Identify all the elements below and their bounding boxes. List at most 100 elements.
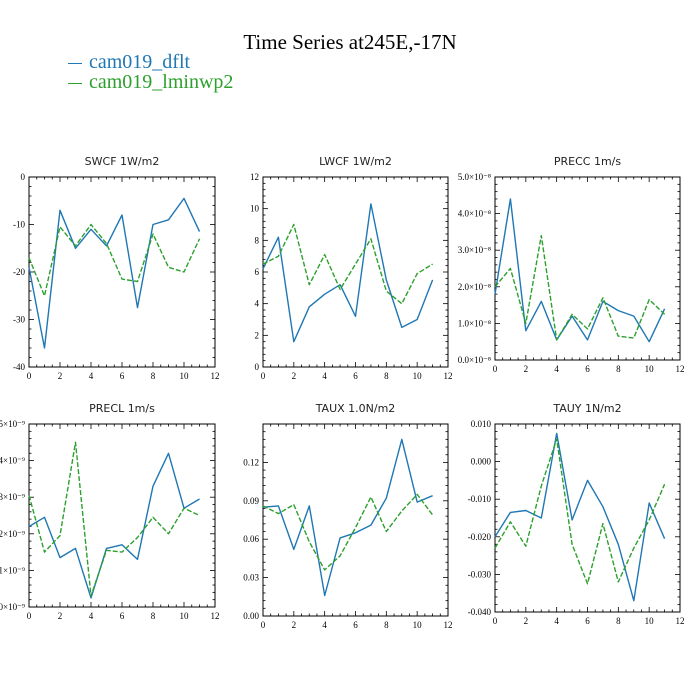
x-tick-label: 4 xyxy=(322,620,327,630)
y-tick-label: 1.0×10⁻⁸ xyxy=(458,318,491,328)
x-tick-label: 6 xyxy=(120,611,125,621)
x-tick-label: 12 xyxy=(211,371,220,381)
y-tick-label: 2 xyxy=(255,330,260,340)
y-tick-label: 0×10⁻⁹ xyxy=(0,602,25,612)
y-tick-label: 10 xyxy=(250,204,260,214)
x-tick-label: 4 xyxy=(89,611,94,621)
y-tick-label: 4 xyxy=(255,299,260,309)
y-tick-label: -0.030 xyxy=(468,569,492,579)
legend-label-dflt: cam019_dflt xyxy=(89,51,191,73)
x-tick-label: 0 xyxy=(27,611,32,621)
panel-title: PRECL 1m/s xyxy=(89,402,155,415)
x-tick-label: 2 xyxy=(292,371,297,381)
chart-panel-2: LWCF 1W/m2 0 2 4 6 8 10 12 0 2 4 6 8 10 12 xyxy=(250,155,453,381)
y-tick-label: -0.020 xyxy=(468,532,492,542)
chart-panel-3: PRECC 1m/s 0 2 4 6 8 10 12 0.0×10⁻⁸ 1.0×10⁻⁸ 2.0×1… xyxy=(458,155,685,374)
series-line-cam019_dflt xyxy=(494,432,666,602)
panel-title: SWCF 1W/m2 xyxy=(85,155,160,168)
y-tick-label: -20 xyxy=(13,267,25,277)
y-tick-label: -0.040 xyxy=(468,607,492,617)
y-tick-label: 5.0×10⁻⁸ xyxy=(458,172,491,182)
series-line-cam019_dflt xyxy=(262,203,434,343)
y-tick-label: 0.12 xyxy=(243,457,259,467)
y-tick-label: 4.0×10⁻⁸ xyxy=(458,209,491,219)
x-tick-label: 8 xyxy=(616,616,621,626)
figure-title: Time Series at245E,-17N xyxy=(243,30,457,54)
x-tick-label: 10 xyxy=(180,611,190,621)
x-tick-label: 4 xyxy=(554,364,559,374)
x-tick-label: 2 xyxy=(58,371,63,381)
series-line-cam019_dflt xyxy=(262,438,433,597)
plot-frame xyxy=(494,176,681,361)
y-tick-label: 0.00 xyxy=(243,611,259,621)
y-tick-label: 0.0×10⁻⁸ xyxy=(458,355,491,365)
x-tick-label: 0 xyxy=(493,616,498,626)
legend-item-lminwp2: cam019_lminwp2 xyxy=(68,72,233,92)
series-line-cam019_lminwp2 xyxy=(494,438,666,585)
y-tick-label: 8 xyxy=(255,235,260,245)
x-tick-label: 0 xyxy=(261,371,266,381)
x-tick-label: 10 xyxy=(180,371,190,381)
x-tick-label: 8 xyxy=(151,371,156,381)
x-tick-label: 10 xyxy=(413,371,423,381)
y-tick-label: 2.0×10⁻⁸ xyxy=(458,282,491,292)
x-tick-label: 0 xyxy=(261,620,266,630)
y-tick-label: 3×10⁻⁹ xyxy=(0,492,25,502)
y-tick-label: 0.09 xyxy=(243,496,259,506)
y-tick-label: 1×10⁻⁹ xyxy=(0,565,25,575)
y-tick-label: -10 xyxy=(13,220,25,230)
x-tick-label: 6 xyxy=(353,620,358,630)
x-tick-label: 6 xyxy=(120,371,125,381)
x-tick-label: 12 xyxy=(444,371,453,381)
y-tick-label: 12 xyxy=(250,172,259,182)
chart-panel-5: TAUX 1.0N/m2 0 2 4 6 8 10 12 0.00 0.03 0.06 0.09 0.1… xyxy=(243,402,452,630)
y-tick-label: 0.03 xyxy=(243,573,259,583)
chart-panel-1: SWCF 1W/m2 0 2 4 6 8 10 12 -40 -30 -20 -10 0 xyxy=(13,155,220,381)
y-tick-label: 4×10⁻⁹ xyxy=(0,456,25,466)
panel-title: LWCF 1W/m2 xyxy=(319,155,392,168)
plot-frame xyxy=(262,423,449,617)
y-tick-label: 0.06 xyxy=(243,534,259,544)
series-line-cam019_lminwp2 xyxy=(262,223,433,305)
legend-label-lminwp2: cam019_lminwp2 xyxy=(89,71,234,93)
x-tick-label: 12 xyxy=(676,616,685,626)
y-tick-label: 0.000 xyxy=(471,457,492,467)
x-tick-label: 4 xyxy=(554,616,559,626)
legend-item-dflt: cam019_dflt xyxy=(68,52,233,72)
y-tick-label: 3.0×10⁻⁸ xyxy=(458,245,491,255)
x-tick-label: 8 xyxy=(151,611,156,621)
x-tick-label: 6 xyxy=(585,616,590,626)
x-tick-label: 10 xyxy=(645,616,655,626)
legend: cam019_dflt cam019_lminwp2 xyxy=(68,52,233,92)
y-tick-label: 0 xyxy=(21,172,26,182)
x-tick-label: 2 xyxy=(58,611,63,621)
y-tick-label: -40 xyxy=(13,362,25,372)
series-line-cam019_dflt xyxy=(28,452,200,599)
y-tick-label: 0.010 xyxy=(471,419,492,429)
series-line-cam019_dflt xyxy=(28,197,201,349)
series-line-cam019_lminwp2 xyxy=(28,441,200,597)
chart-panel-6: TAUY 1N/m2 0 2 4 6 8 10 12 -0.040 -0.030 -0.020 -0.… xyxy=(468,402,685,626)
x-tick-label: 12 xyxy=(444,620,453,630)
x-tick-label: 0 xyxy=(493,364,498,374)
series-line-cam019_lminwp2 xyxy=(28,223,201,297)
y-tick-label: -30 xyxy=(13,315,25,325)
x-tick-label: 6 xyxy=(353,371,358,381)
x-tick-label: 10 xyxy=(645,364,655,374)
y-tick-label: 6 xyxy=(255,267,260,277)
x-tick-label: 12 xyxy=(676,364,685,374)
x-tick-label: 0 xyxy=(27,371,32,381)
y-tick-label: 2×10⁻⁹ xyxy=(0,529,25,539)
x-tick-label: 4 xyxy=(322,371,327,381)
panel-title: TAUX 1.0N/m2 xyxy=(315,402,396,415)
plot-frame xyxy=(28,423,216,608)
legend-swatch-dflt xyxy=(68,62,82,64)
x-tick-label: 6 xyxy=(585,364,590,374)
y-tick-label: -0.010 xyxy=(468,494,492,504)
chart-panel-4: PRECL 1m/s 0 2 4 6 8 10 12 0×10⁻⁹ 1×10⁻⁹ 2×10⁻⁹ 3×1… xyxy=(0,402,220,621)
x-tick-label: 4 xyxy=(89,371,94,381)
series-line-cam019_lminwp2 xyxy=(262,493,434,571)
x-tick-label: 10 xyxy=(413,620,423,630)
x-tick-label: 2 xyxy=(524,364,529,374)
y-tick-label: 5×10⁻⁹ xyxy=(0,419,25,429)
